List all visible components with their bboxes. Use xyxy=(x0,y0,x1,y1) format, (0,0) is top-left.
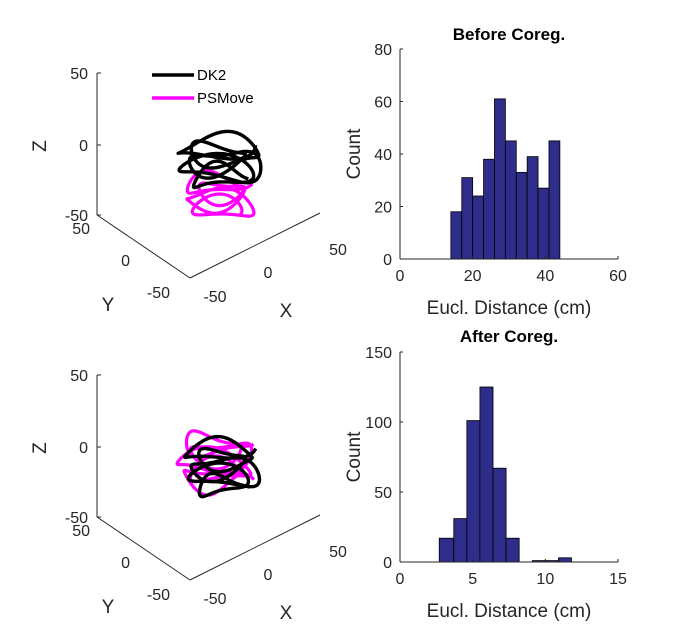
y-axis-label: Y xyxy=(102,597,115,618)
legend-label-dk2: DK2 xyxy=(197,67,226,84)
y-axis-label: Y xyxy=(102,295,115,316)
histogram-bar xyxy=(453,518,468,563)
x-tick-label: -50 xyxy=(203,591,226,608)
y-tick-label: 50 xyxy=(72,523,90,540)
x-tick-label: 5 xyxy=(468,571,477,588)
y-tick-label: -50 xyxy=(147,587,170,604)
x-tick-label: 50 xyxy=(329,242,347,259)
z-tick-label: 0 xyxy=(79,138,88,155)
x-tick-label: -50 xyxy=(203,289,226,306)
z-tick-label: 50 xyxy=(70,66,88,83)
series-psmove-trajectory xyxy=(175,429,256,497)
y-tick-label: 80 xyxy=(374,42,392,59)
x-tick-label: 0 xyxy=(396,571,405,588)
x-tick-label: 15 xyxy=(609,571,627,588)
histogram-bar xyxy=(466,420,481,563)
y-tick-label: 100 xyxy=(365,415,392,432)
histogram-bar xyxy=(479,386,494,563)
histogram-bar xyxy=(537,187,550,260)
z-tick-label: 50 xyxy=(70,368,88,385)
z-tick-label: -50 xyxy=(65,510,88,527)
y-axis-line xyxy=(96,214,191,279)
x-axis-label: X xyxy=(280,301,293,322)
x-axis-line xyxy=(189,514,321,581)
x-tick-label: 0 xyxy=(264,567,273,584)
y-tick-label: 50 xyxy=(72,221,90,238)
histogram-bar xyxy=(483,158,495,260)
x-tick-label: 0 xyxy=(396,268,405,285)
y-tick-label: 50 xyxy=(374,485,392,502)
y-tick-label: 40 xyxy=(374,147,392,164)
histogram-bar xyxy=(526,156,539,260)
x-tick-label: 20 xyxy=(464,268,482,285)
z-tick-label: -50 xyxy=(65,208,88,225)
histogram-bar xyxy=(438,537,455,563)
y-tick-label: 150 xyxy=(365,345,392,362)
panel-top-right-histogram: 0 20 40 60 0 20 40 60 80 Eucl. Distance (cm) Count… xyxy=(344,25,627,319)
y-axis-line xyxy=(96,516,191,581)
chart-title: After Coreg. xyxy=(460,327,558,346)
x-axis-line xyxy=(189,212,321,279)
x-axis-label: Eucl. Distance (cm) xyxy=(427,601,592,622)
histogram-bar xyxy=(472,195,484,260)
x-tick-label: 60 xyxy=(609,268,627,285)
histogram-bar xyxy=(558,557,572,563)
histogram-bar xyxy=(504,140,517,260)
series-dk2-trajectory xyxy=(182,434,262,499)
x-tick-label: 10 xyxy=(536,571,554,588)
histogram-bar xyxy=(450,211,463,260)
series-dk2-trajectory xyxy=(176,129,263,190)
x-tick-label: 0 xyxy=(264,265,273,282)
legend-label-psmove: PSMove xyxy=(197,90,254,107)
y-tick-label: 0 xyxy=(383,555,392,572)
y-tick-label: 0 xyxy=(383,252,392,269)
y-tick-label: 0 xyxy=(121,555,130,572)
x-tick-label: 40 xyxy=(536,268,554,285)
y-axis-label: Count xyxy=(344,431,365,482)
y-axis-label: Count xyxy=(344,128,365,179)
x-axis-label: X xyxy=(280,603,293,624)
z-axis-label: Z xyxy=(30,140,51,152)
histogram-bar xyxy=(515,171,528,260)
y-tick-label: 60 xyxy=(374,95,392,112)
y-tick-label: 20 xyxy=(374,200,392,217)
x-tick-label: 50 xyxy=(329,544,347,561)
histogram-bar xyxy=(548,140,561,260)
histogram-bar xyxy=(505,537,520,563)
x-axis-label: Eucl. Distance (cm) xyxy=(427,298,592,319)
z-axis-label: Z xyxy=(30,442,51,454)
y-tick-label: 0 xyxy=(121,253,130,270)
y-tick-label: -50 xyxy=(147,285,170,302)
histogram-bar xyxy=(461,177,474,260)
chart-title: Before Coreg. xyxy=(453,25,565,44)
z-tick-label: 0 xyxy=(79,440,88,457)
histogram-bar xyxy=(494,98,506,260)
histogram-bar xyxy=(492,467,507,563)
